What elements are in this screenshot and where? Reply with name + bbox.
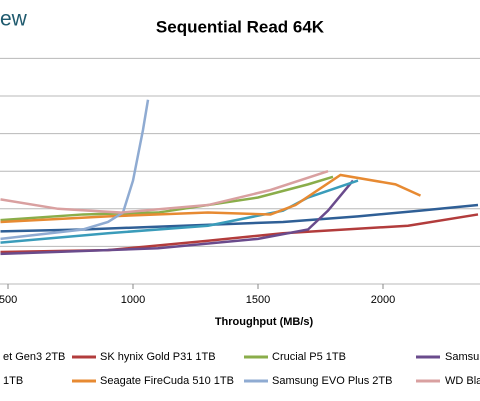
x-tick-label: 1500 (246, 294, 270, 306)
legend-label: et Gen3 2TB (3, 351, 65, 363)
legend-label: Crucial P5 1TB (272, 351, 346, 363)
series-line (0, 179, 359, 244)
legend-label: WD Bla (445, 375, 480, 387)
x-tick-label: 500 (0, 294, 17, 306)
logo-text: ew (0, 8, 28, 31)
x-tick-label: 2000 (371, 294, 395, 306)
chart-title: Sequential Read 64K (156, 17, 325, 36)
series-line (0, 173, 422, 224)
series-line (0, 170, 329, 214)
x-axis-title: Throughput (MB/s) (215, 316, 314, 328)
legend-label: Samsung EVO Plus 2TB (272, 375, 392, 387)
legend-label: SK hynix Gold P31 1TB (100, 351, 216, 363)
legend-label: 1TB (3, 375, 23, 387)
legend-label: Seagate FireCuda 510 1TB (100, 375, 234, 387)
series-line (0, 179, 354, 256)
x-tick-label: 1000 (121, 294, 145, 306)
legend-label: Samsun (445, 351, 480, 363)
